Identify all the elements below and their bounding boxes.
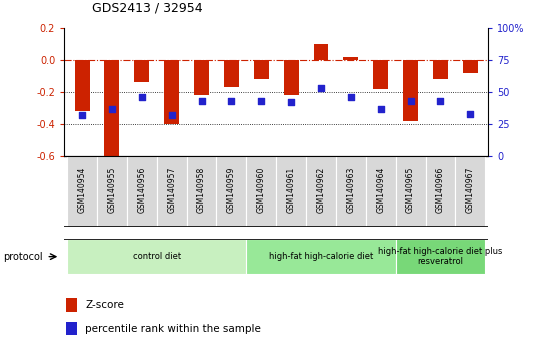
Text: GSM140954: GSM140954 (78, 166, 86, 213)
Bar (127, 156, 157, 227)
Text: GSM140955: GSM140955 (108, 166, 117, 213)
Text: GSM140956: GSM140956 (137, 166, 146, 213)
Text: high-fat high-calorie diet: high-fat high-calorie diet (269, 252, 373, 261)
Point (227, 98, 236, 104)
Bar (366, 156, 396, 227)
Bar (276, 156, 306, 227)
Bar (455, 156, 485, 227)
Text: GDS2413 / 32954: GDS2413 / 32954 (92, 1, 203, 14)
Point (137, 94, 146, 100)
Bar (164, 60, 179, 124)
Text: control diet: control diet (133, 252, 181, 261)
Bar (194, 60, 209, 95)
Bar (396, 156, 426, 227)
Text: GSM140967: GSM140967 (466, 166, 475, 213)
Bar (403, 60, 418, 121)
Text: protocol: protocol (3, 252, 42, 262)
Text: GSM140964: GSM140964 (376, 166, 385, 213)
Bar (134, 60, 150, 82)
Bar (66, 298, 77, 312)
Bar (314, 44, 329, 60)
Bar (463, 60, 478, 73)
Bar (67, 156, 97, 227)
Text: GSM140966: GSM140966 (436, 166, 445, 213)
Point (406, 98, 415, 104)
Point (466, 111, 475, 116)
Bar (104, 60, 119, 159)
Bar (67, 239, 246, 274)
Point (257, 98, 266, 104)
Point (108, 106, 117, 112)
Bar (66, 322, 77, 336)
Bar (75, 60, 89, 111)
Bar (246, 239, 396, 274)
Bar (254, 60, 269, 79)
Bar (306, 156, 336, 227)
Text: high-fat high-calorie diet plus
resveratrol: high-fat high-calorie diet plus resverat… (378, 247, 503, 266)
Text: GSM140965: GSM140965 (406, 166, 415, 213)
Text: GSM140961: GSM140961 (287, 167, 296, 213)
Text: GSM140962: GSM140962 (316, 167, 325, 213)
Text: GSM140957: GSM140957 (167, 166, 176, 213)
Bar (426, 156, 455, 227)
Point (316, 85, 325, 91)
Point (376, 106, 385, 112)
Bar (283, 60, 299, 95)
Bar (157, 156, 186, 227)
Point (347, 94, 355, 100)
Text: GSM140960: GSM140960 (257, 166, 266, 213)
Bar (224, 60, 239, 87)
Bar (343, 57, 358, 60)
Text: GSM140959: GSM140959 (227, 166, 236, 213)
Bar (433, 60, 448, 79)
Point (167, 112, 176, 118)
Bar (396, 239, 485, 274)
Text: Z-score: Z-score (85, 300, 124, 310)
Bar (336, 156, 366, 227)
Point (78, 112, 86, 118)
Bar (217, 156, 246, 227)
Text: GSM140958: GSM140958 (197, 167, 206, 213)
Point (197, 98, 206, 104)
Bar (246, 156, 276, 227)
Bar (373, 60, 388, 89)
Text: percentile rank within the sample: percentile rank within the sample (85, 324, 261, 334)
Bar (97, 156, 127, 227)
Bar (186, 156, 217, 227)
Text: GSM140963: GSM140963 (347, 166, 355, 213)
Point (436, 98, 445, 104)
Point (287, 99, 296, 105)
